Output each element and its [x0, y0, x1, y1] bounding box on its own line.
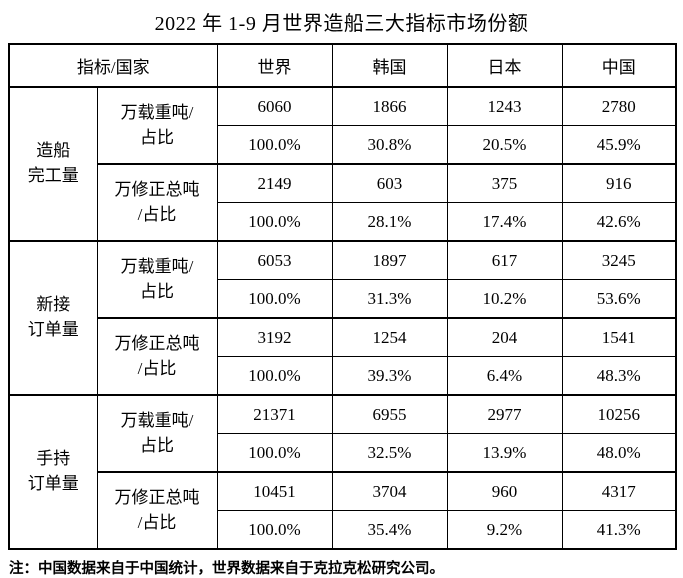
- share-cell: 100.0%: [216, 356, 333, 396]
- value-cell: 1897: [331, 240, 448, 280]
- indicator-label-cell: 万修正总吨 /占比: [96, 163, 218, 242]
- indicator-label-line: /占比: [137, 204, 177, 224]
- value-cell: 960: [446, 471, 563, 511]
- value-cell: 10451: [216, 471, 333, 511]
- group-name-line: 订单量: [27, 474, 79, 493]
- share-cell: 42.6%: [561, 202, 677, 242]
- table-row: 100.0% 30.8% 20.5% 45.9%: [9, 125, 677, 165]
- indicator-label-line: 万修正总吨: [114, 179, 200, 199]
- group-name-cell: 手持 订单量: [8, 394, 98, 550]
- table-row: 万修正总吨 /占比 10451 3704 960 4317: [9, 471, 677, 550]
- indicator-label-line: 万修正总吨: [114, 487, 200, 507]
- indicator-label-line: 万载重吨/: [120, 256, 194, 276]
- value-cell: 10256: [561, 394, 677, 434]
- value-cell: 6060: [216, 86, 333, 126]
- country-header-japan: 日本: [446, 43, 563, 88]
- indicator-label-cell: 万载重吨/ 占比: [96, 394, 218, 473]
- share-cell: 100.0%: [216, 510, 333, 550]
- value-cell: 1254: [331, 317, 448, 357]
- value-cell: 3192: [216, 317, 333, 357]
- share-cell: 41.3%: [561, 510, 677, 550]
- value-cell: 375: [446, 163, 563, 203]
- value-cell: 2149: [216, 163, 333, 203]
- share-cell: 100.0%: [216, 279, 333, 319]
- share-cell: 13.9%: [446, 433, 563, 473]
- indicator-label-cell: 万修正总吨 /占比: [96, 317, 218, 396]
- group-name-line: 订单量: [27, 320, 79, 339]
- share-cell: 17.4%: [446, 202, 563, 242]
- value-cell: 3245: [561, 240, 677, 280]
- group-name-line: 手持: [36, 449, 71, 469]
- value-cell: 6053: [216, 240, 333, 280]
- value-cell: 2977: [446, 394, 563, 434]
- value-cell: 204: [446, 317, 563, 357]
- indicator-label-line: 占比: [140, 281, 174, 301]
- value-cell: 4317: [561, 471, 677, 511]
- indicator-label-line: 万载重吨/: [120, 410, 194, 430]
- value-cell: 21371: [216, 394, 333, 434]
- indicator-label-line: 万修正总吨: [114, 333, 200, 353]
- table-row: 100.0% 31.3% 10.2% 53.6%: [9, 279, 677, 319]
- table-row: 造船 完工量 万载重吨/ 占比 6060 1866 1243 2780: [8, 86, 677, 242]
- table-row: 新接 订单量 万载重吨/ 占比 6053 1897 617 3245: [8, 240, 677, 396]
- share-cell: 31.3%: [331, 279, 448, 319]
- group-name-line: 完工量: [27, 166, 79, 185]
- share-cell: 30.8%: [331, 125, 448, 165]
- indicator-label-line: /占比: [137, 358, 177, 378]
- country-header-world: 世界: [216, 43, 333, 88]
- table-row: 100.0% 35.4% 9.2% 41.3%: [9, 510, 677, 550]
- value-cell: 1866: [331, 86, 448, 126]
- indicator-label-line: 占比: [140, 127, 174, 147]
- share-cell: 100.0%: [216, 433, 333, 473]
- table-row: 万修正总吨 /占比 3192 1254 204 1541: [9, 317, 677, 396]
- value-cell: 603: [331, 163, 448, 203]
- country-header-china: 中国: [561, 43, 677, 88]
- table-row: 100.0% 32.5% 13.9% 48.0%: [9, 433, 677, 473]
- value-cell: 3704: [331, 471, 448, 511]
- corner-header-cell: 指标/国家: [8, 43, 218, 88]
- footnote: 注：中国数据来自于中国统计，世界数据来自于克拉克松研究公司。: [9, 561, 444, 577]
- indicator-label-line: 万载重吨/: [120, 102, 194, 122]
- value-cell: 6955: [331, 394, 448, 434]
- group-name-line: 新接: [36, 295, 71, 315]
- table-row: 100.0% 39.3% 6.4% 48.3%: [9, 356, 677, 396]
- group-name-cell: 新接 订单量: [8, 240, 98, 396]
- value-cell: 916: [561, 163, 677, 203]
- indicator-label-cell: 万载重吨/ 占比: [96, 86, 218, 165]
- value-cell: 617: [446, 240, 563, 280]
- share-cell: 35.4%: [331, 510, 448, 550]
- share-cell: 100.0%: [216, 202, 333, 242]
- value-cell: 1243: [446, 86, 563, 126]
- share-cell: 45.9%: [561, 125, 677, 165]
- share-cell: 6.4%: [446, 356, 563, 396]
- share-cell: 53.6%: [561, 279, 677, 319]
- share-cell: 48.3%: [561, 356, 677, 396]
- share-cell: 20.5%: [446, 125, 563, 165]
- share-cell: 28.1%: [331, 202, 448, 242]
- group-name-line: 造船: [36, 141, 71, 161]
- table-row: 万修正总吨 /占比 2149 603 375 916: [9, 163, 677, 242]
- share-cell: 39.3%: [331, 356, 448, 396]
- value-cell: 2780: [561, 86, 677, 126]
- value-cell: 1541: [561, 317, 677, 357]
- table-row: 100.0% 28.1% 17.4% 42.6%: [9, 202, 677, 242]
- indicator-label-cell: 万修正总吨 /占比: [96, 471, 218, 550]
- indicator-label-cell: 万载重吨/ 占比: [96, 240, 218, 319]
- share-cell: 9.2%: [446, 510, 563, 550]
- header-row: 指标/国家 世界 韩国 日本 中国: [8, 43, 677, 88]
- share-cell: 10.2%: [446, 279, 563, 319]
- share-cell: 48.0%: [561, 433, 677, 473]
- indicator-label-line: 占比: [140, 435, 174, 455]
- country-header-korea: 韩国: [331, 43, 448, 88]
- share-cell: 32.5%: [331, 433, 448, 473]
- group-name-cell: 造船 完工量: [8, 86, 98, 242]
- market-share-table: 指标/国家 世界 韩国 日本 中国 造船 完工量 万载重吨/ 占比 6060 1…: [8, 43, 678, 550]
- table-row: 手持 订单量 万载重吨/ 占比 21371 6955 2977 10256: [8, 394, 677, 550]
- share-cell: 100.0%: [216, 125, 333, 165]
- document-title: 2022 年 1-9 月世界造船三大指标市场份额: [154, 13, 529, 35]
- indicator-label-line: /占比: [137, 512, 177, 532]
